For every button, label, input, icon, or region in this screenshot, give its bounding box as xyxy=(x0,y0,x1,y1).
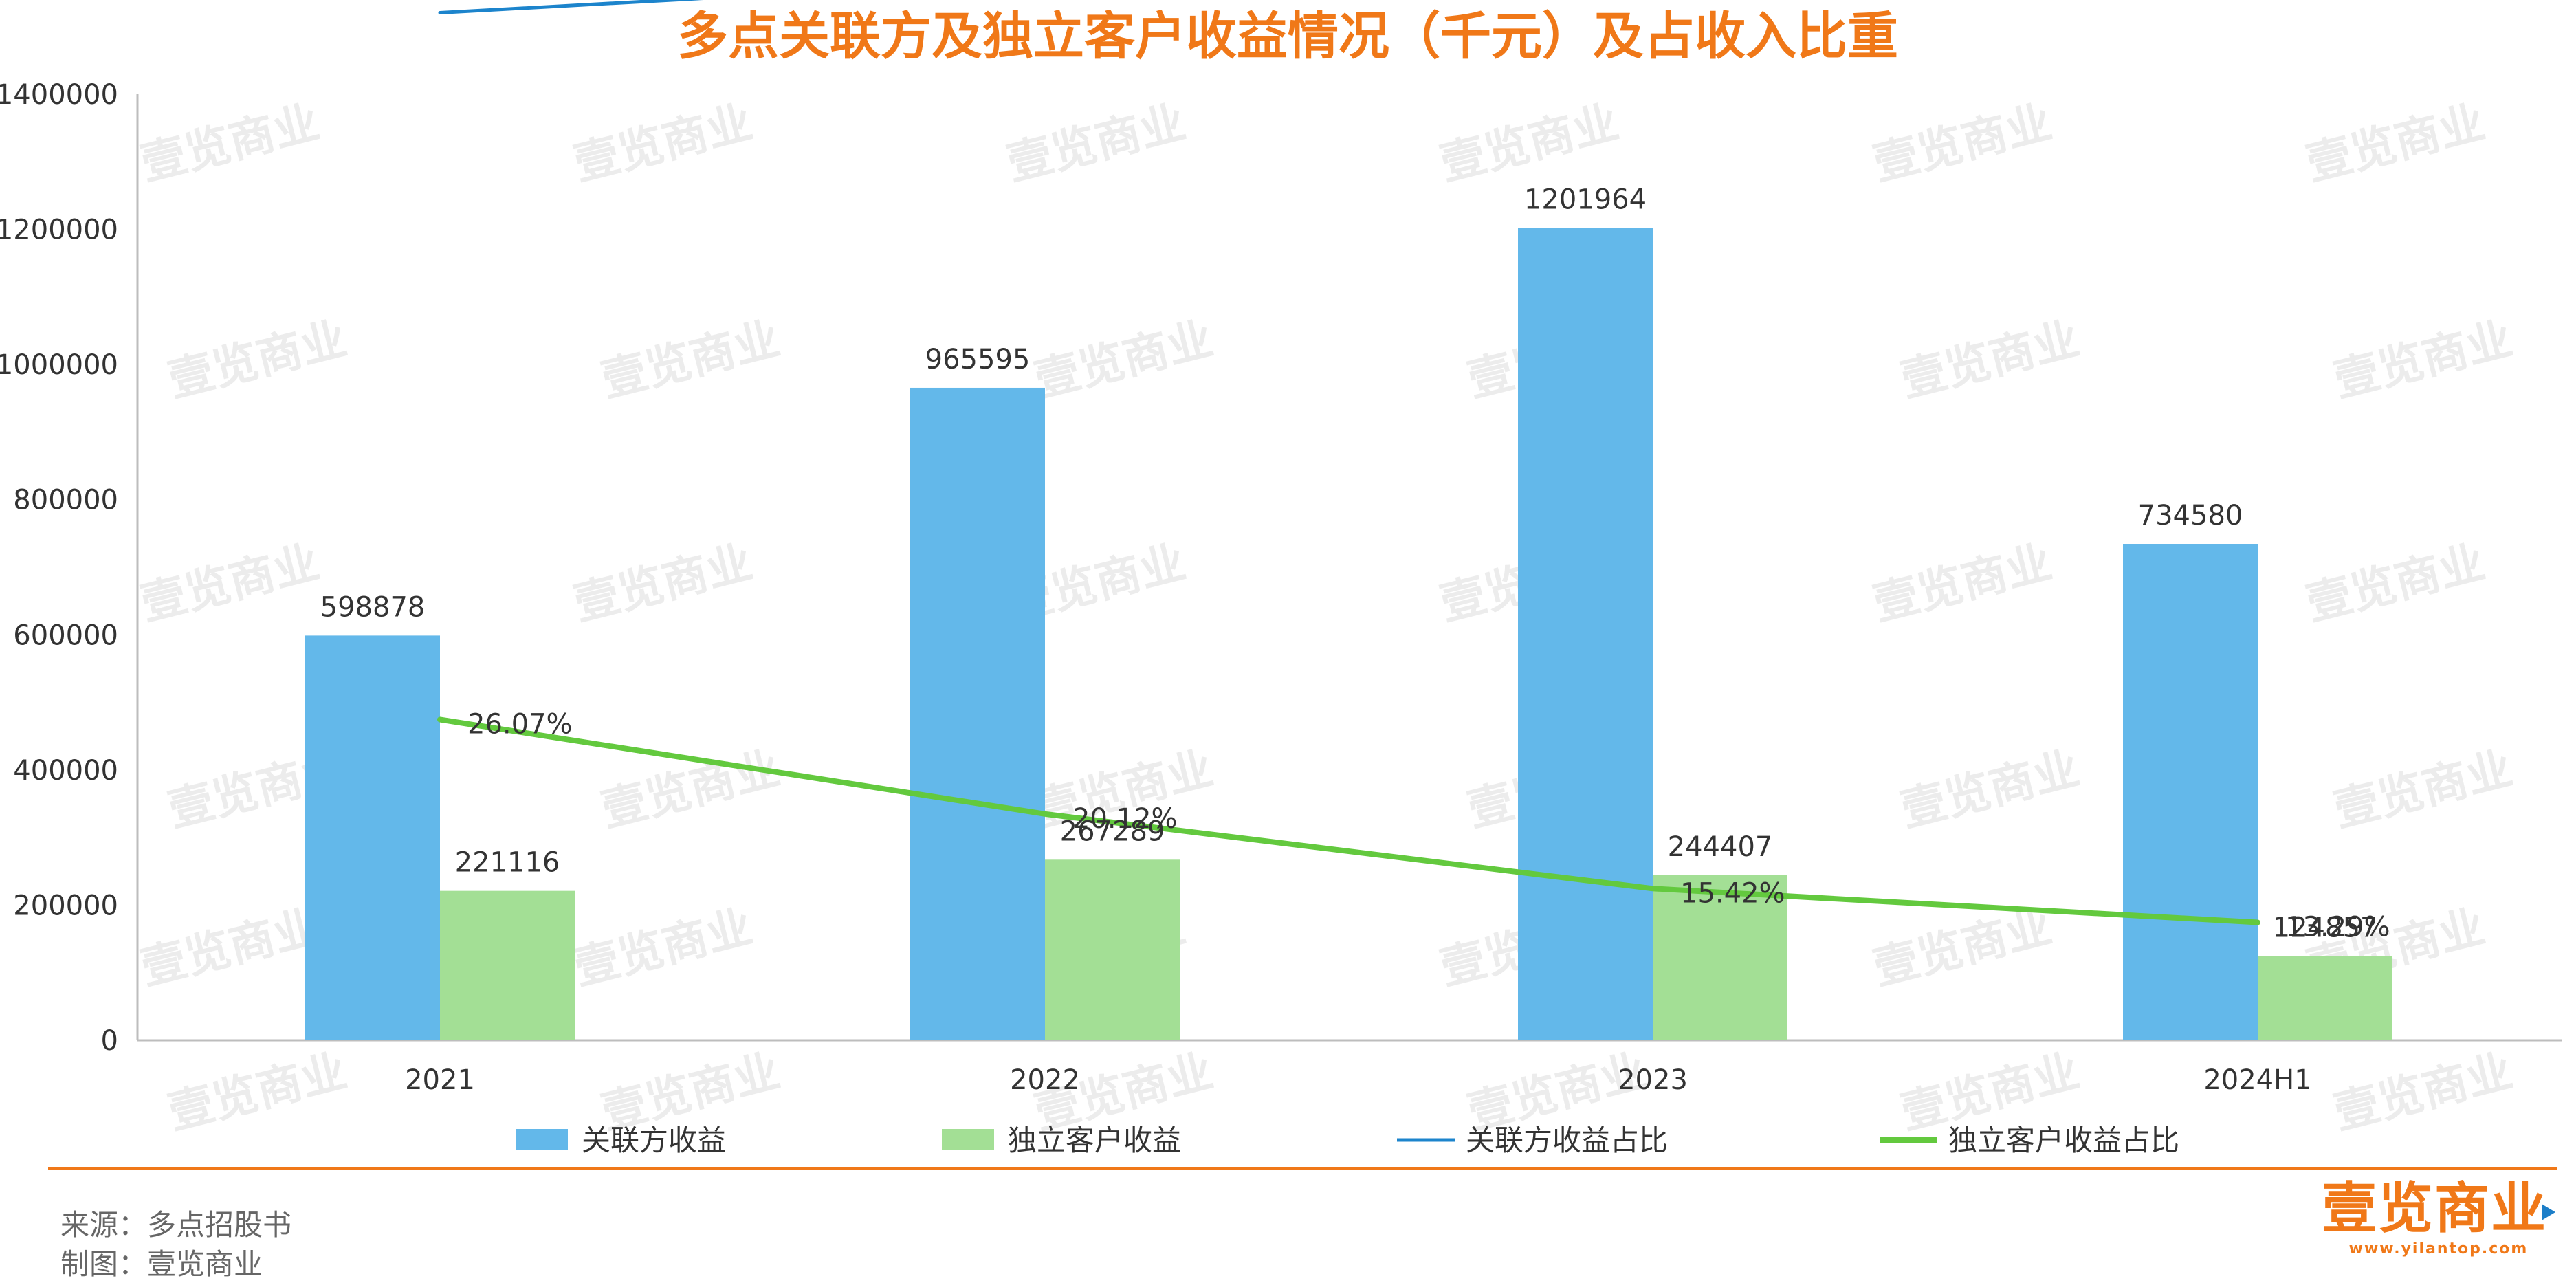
x-tick-label: 2022 xyxy=(1010,1064,1080,1096)
bar xyxy=(1518,228,1653,1040)
bar xyxy=(1653,875,1787,1040)
watermark-text: 壹览商业 xyxy=(135,900,324,996)
bar xyxy=(1045,859,1180,1040)
watermark-text: 壹览商业 xyxy=(1868,96,2057,191)
play-arrow-icon xyxy=(2542,1204,2555,1221)
line-value-label: 20.12% xyxy=(1072,803,1178,835)
x-tick-label: 2021 xyxy=(405,1064,475,1096)
bar-value-label: 267289 xyxy=(1060,815,1165,847)
bar-value-label: 124857 xyxy=(2273,912,2378,943)
watermark-text: 壹览商业 xyxy=(2329,742,2518,837)
lines xyxy=(437,0,2260,925)
watermark-text: 壹览商业 xyxy=(1895,742,2084,837)
watermark-text: 壹览商业 xyxy=(569,900,758,996)
bar-value-label: 734580 xyxy=(2138,500,2243,531)
brand-logo: 壹览商业 www.yilantop.com xyxy=(2322,1181,2555,1258)
watermark-text: 壹览商业 xyxy=(1895,312,2084,408)
watermark-text: 壹览商业 xyxy=(1029,312,1218,408)
y-tick-label: 800000 xyxy=(13,485,118,516)
bar-value-label: 965595 xyxy=(925,344,1031,375)
x-tick-label: 2024H1 xyxy=(2203,1064,2311,1096)
bar xyxy=(910,387,1045,1040)
y-tick-label: 400000 xyxy=(13,755,118,787)
watermark-text: 壹览商业 xyxy=(163,1044,352,1140)
legend-swatch xyxy=(942,1129,994,1150)
watermark-text: 壹览商业 xyxy=(2301,96,2490,191)
brand-url: www.yilantop.com xyxy=(2348,1240,2529,1258)
y-tick-label: 1000000 xyxy=(0,349,118,381)
legend-label: 独立客户收益占比 xyxy=(1948,1123,2179,1157)
legend-label: 关联方收益占比 xyxy=(1466,1123,1668,1157)
watermark-text: 壹览商业 xyxy=(2329,1044,2518,1140)
bar xyxy=(440,890,575,1040)
watermark-text: 壹览商业 xyxy=(596,312,785,408)
line-value-label: 26.07% xyxy=(467,709,573,741)
y-tick-label: 200000 xyxy=(13,890,118,921)
bar xyxy=(2123,544,2258,1040)
watermark-text: 壹览商业 xyxy=(135,536,324,631)
x-tick-label: 2023 xyxy=(1618,1064,1688,1096)
data-labels: 598878 965595 1201964 734580 221116 267289 244… xyxy=(320,184,2390,944)
chart-title: 多点关联方及独立客户收益情况（千元）及占收入比重 xyxy=(677,7,1898,66)
watermark-text: 壹览商业 xyxy=(569,96,758,191)
bar xyxy=(2258,956,2392,1040)
source-note: 来源：多点招股书 xyxy=(60,1208,292,1242)
y-tick-label: 1200000 xyxy=(0,215,118,246)
watermark-text: 壹览商业 xyxy=(2301,536,2490,631)
legend-label: 独立客户收益 xyxy=(1008,1123,1181,1157)
watermark-text: 壹览商业 xyxy=(1868,536,2057,631)
line-value-label: 13.29% xyxy=(2285,911,2390,943)
legend-swatch xyxy=(516,1129,568,1150)
watermark-text: 壹览商业 xyxy=(135,96,324,191)
watermark-text: 壹览商业 xyxy=(1868,900,2057,996)
axes: 0 200000 400000 600000 800000 1000000 1200000 1… xyxy=(0,79,2562,1096)
y-tick-label: 600000 xyxy=(13,619,118,651)
brand-logo-text: 壹览商业 xyxy=(2322,1176,2547,1240)
bar-value-label: 1201964 xyxy=(1524,184,1647,216)
y-tick-label: 0 xyxy=(101,1025,118,1057)
bar-value-label: 221116 xyxy=(455,847,560,879)
bar-value-label: 598878 xyxy=(320,591,426,623)
watermark-text: 壹览商业 xyxy=(1435,96,1624,191)
watermark-text: 壹览商业 xyxy=(163,312,352,408)
series-line xyxy=(437,716,2260,925)
legend-label: 关联方收益 xyxy=(582,1123,726,1157)
y-tick-label: 1400000 xyxy=(0,79,118,111)
watermark-text: 壹览商业 xyxy=(2329,312,2518,408)
legend: 关联方收益 独立客户收益 关联方收益占比 独立客户收益占比 xyxy=(516,1123,2179,1157)
watermark-text: 壹览商业 xyxy=(1002,96,1191,191)
made-by-note: 制图：壹览商业 xyxy=(60,1247,263,1281)
bars xyxy=(305,228,2392,1040)
bar-value-label: 244407 xyxy=(1668,831,1773,863)
bar xyxy=(305,635,440,1040)
line-value-label: 15.42% xyxy=(1680,877,1785,909)
watermark-text: 壹览商业 xyxy=(569,536,758,631)
